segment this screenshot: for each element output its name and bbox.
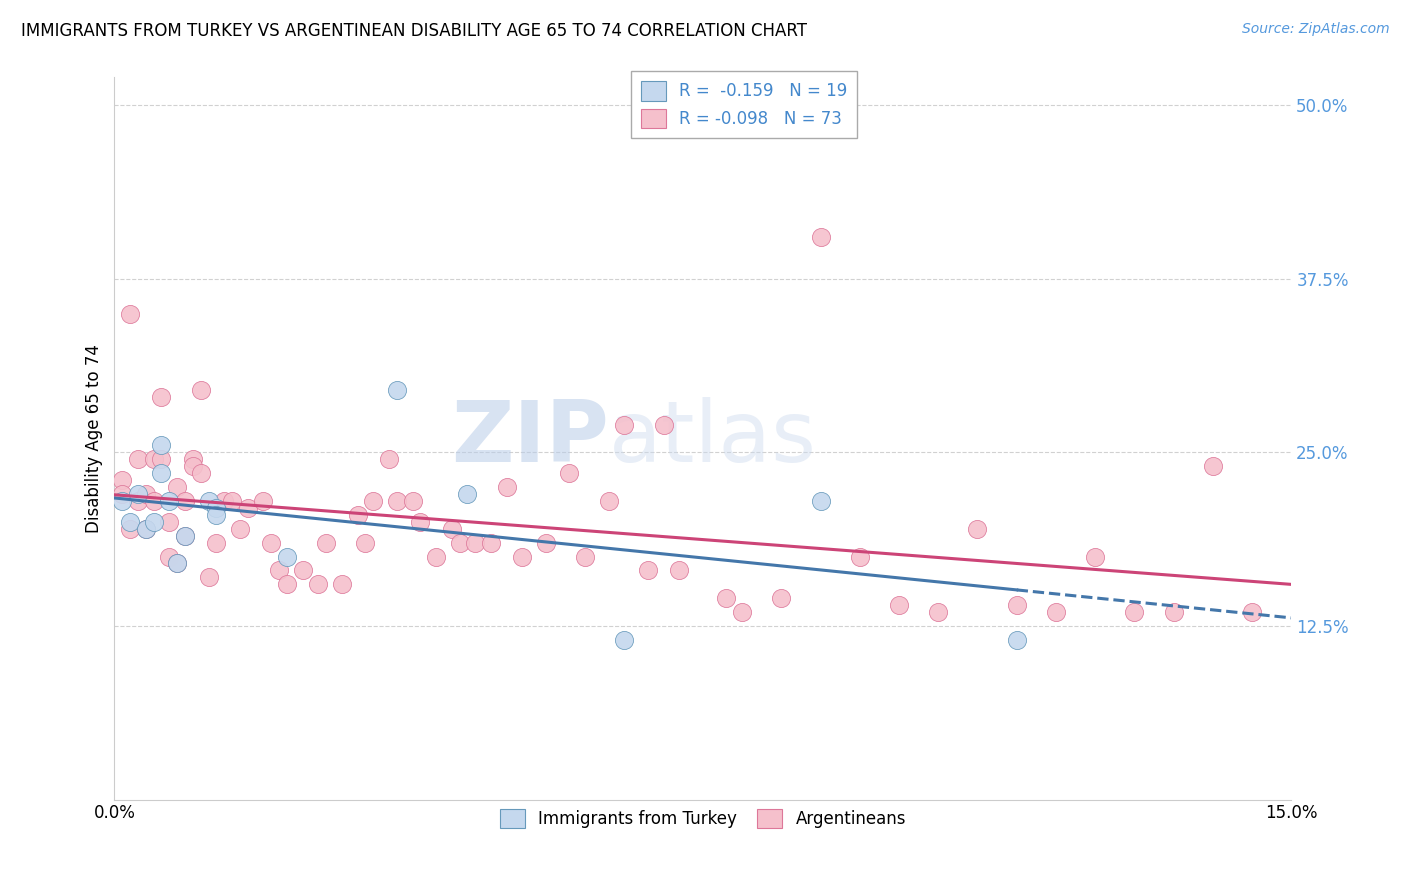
Text: IMMIGRANTS FROM TURKEY VS ARGENTINEAN DISABILITY AGE 65 TO 74 CORRELATION CHART: IMMIGRANTS FROM TURKEY VS ARGENTINEAN DI… bbox=[21, 22, 807, 40]
Point bbox=[354, 535, 377, 549]
Point bbox=[252, 494, 274, 508]
Point bbox=[276, 577, 298, 591]
Point bbox=[401, 494, 423, 508]
Point bbox=[174, 529, 197, 543]
Point bbox=[449, 535, 471, 549]
Point bbox=[966, 522, 988, 536]
Point bbox=[157, 494, 180, 508]
Point bbox=[181, 452, 204, 467]
Point bbox=[363, 494, 385, 508]
Point bbox=[558, 466, 581, 480]
Point bbox=[613, 417, 636, 432]
Point bbox=[1123, 605, 1146, 619]
Point bbox=[135, 522, 157, 536]
Point bbox=[150, 390, 173, 404]
Point bbox=[378, 452, 401, 467]
Point bbox=[166, 557, 188, 571]
Point bbox=[157, 515, 180, 529]
Point bbox=[385, 383, 408, 397]
Point bbox=[181, 459, 204, 474]
Point bbox=[810, 230, 832, 244]
Point bbox=[652, 417, 675, 432]
Point bbox=[111, 473, 134, 487]
Point bbox=[574, 549, 596, 564]
Point bbox=[205, 500, 228, 515]
Point bbox=[276, 549, 298, 564]
Point bbox=[1084, 549, 1107, 564]
Point bbox=[120, 515, 142, 529]
Point bbox=[205, 535, 228, 549]
Legend: Immigrants from Turkey, Argentineans: Immigrants from Turkey, Argentineans bbox=[494, 802, 912, 835]
Point bbox=[613, 632, 636, 647]
Point bbox=[1005, 598, 1028, 612]
Point bbox=[1045, 605, 1067, 619]
Point bbox=[190, 466, 212, 480]
Point bbox=[637, 563, 659, 577]
Point bbox=[142, 452, 165, 467]
Point bbox=[205, 508, 228, 522]
Point bbox=[174, 529, 197, 543]
Point bbox=[260, 535, 283, 549]
Point bbox=[166, 480, 188, 494]
Point bbox=[150, 466, 173, 480]
Point bbox=[307, 577, 329, 591]
Point bbox=[214, 494, 236, 508]
Point bbox=[150, 452, 173, 467]
Point bbox=[229, 522, 252, 536]
Point bbox=[157, 549, 180, 564]
Point bbox=[1005, 632, 1028, 647]
Point bbox=[512, 549, 534, 564]
Text: ZIP: ZIP bbox=[451, 397, 609, 480]
Point bbox=[385, 494, 408, 508]
Point bbox=[174, 494, 197, 508]
Point bbox=[849, 549, 872, 564]
Text: Source: ZipAtlas.com: Source: ZipAtlas.com bbox=[1241, 22, 1389, 37]
Point bbox=[464, 535, 486, 549]
Point bbox=[1241, 605, 1264, 619]
Point bbox=[127, 487, 149, 501]
Point bbox=[731, 605, 754, 619]
Point bbox=[598, 494, 620, 508]
Point bbox=[120, 306, 142, 320]
Point bbox=[120, 522, 142, 536]
Point bbox=[197, 494, 219, 508]
Point bbox=[127, 452, 149, 467]
Point bbox=[479, 535, 502, 549]
Point bbox=[440, 522, 463, 536]
Point bbox=[127, 494, 149, 508]
Point bbox=[927, 605, 949, 619]
Point bbox=[495, 480, 517, 494]
Point bbox=[190, 383, 212, 397]
Text: atlas: atlas bbox=[609, 397, 817, 480]
Point bbox=[150, 438, 173, 452]
Point bbox=[409, 515, 432, 529]
Point bbox=[111, 487, 134, 501]
Point bbox=[236, 500, 259, 515]
Point bbox=[534, 535, 557, 549]
Point bbox=[142, 515, 165, 529]
Point bbox=[456, 487, 478, 501]
Point bbox=[346, 508, 368, 522]
Point bbox=[810, 494, 832, 508]
Point bbox=[1202, 459, 1225, 474]
Point bbox=[330, 577, 353, 591]
Point bbox=[135, 487, 157, 501]
Point bbox=[425, 549, 447, 564]
Point bbox=[668, 563, 690, 577]
Point bbox=[221, 494, 243, 508]
Point bbox=[291, 563, 314, 577]
Point bbox=[269, 563, 291, 577]
Point bbox=[142, 494, 165, 508]
Point bbox=[770, 591, 793, 606]
Y-axis label: Disability Age 65 to 74: Disability Age 65 to 74 bbox=[86, 344, 103, 533]
Point bbox=[111, 494, 134, 508]
Point bbox=[716, 591, 738, 606]
Point bbox=[135, 522, 157, 536]
Point bbox=[1163, 605, 1185, 619]
Point bbox=[887, 598, 910, 612]
Point bbox=[166, 557, 188, 571]
Point bbox=[197, 570, 219, 584]
Point bbox=[315, 535, 337, 549]
